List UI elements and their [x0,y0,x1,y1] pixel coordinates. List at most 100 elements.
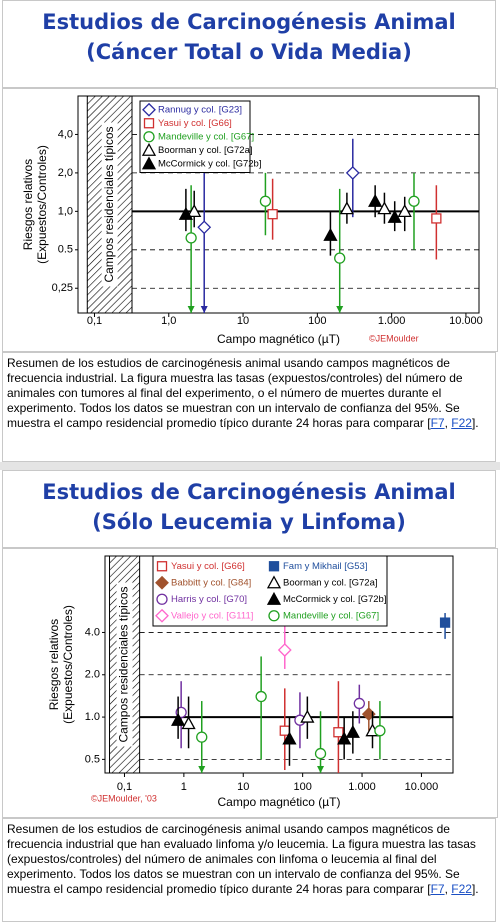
marker [431,213,442,224]
legend-box [139,100,251,173]
x-tick-label: 100 [293,781,311,793]
x-tick-label: 10 [237,781,249,793]
caption-link[interactable]: F22 [451,416,472,430]
y-axis-label: Riesgos relativos [47,619,61,710]
marker [143,131,155,143]
caption-text: , [444,416,452,430]
plot-data [178,138,442,313]
marker [323,227,338,241]
legend-label: Vallejo y col. [G111] [171,610,253,621]
marker [185,232,197,244]
y-tick-label: 2,0 [58,167,73,179]
legend-label: McCormick y col. [G72b] [283,594,386,605]
plot-data [171,613,451,773]
caption-link[interactable]: F7 [430,416,445,430]
marker [143,118,155,129]
arrow-head [198,766,206,773]
title-panel: Estudios de Carcinogénesis Animal (Sólo … [2,470,496,548]
marker [300,709,315,723]
marker [156,593,168,605]
arrow-head [187,306,195,313]
x-tick-label: 10 [237,315,249,327]
legend-label: Boorman y col. [G72a] [283,577,378,588]
legend-label: Fam y Mikhail [G53] [283,561,367,572]
x-tick-label: 1,0 [161,315,176,327]
x-axis-label: Campo magnético (µT) [218,795,341,809]
legend-label: Mandeville y col. [G67] [158,131,254,142]
y-axis-label: (Expuestos/Controles) [35,145,49,264]
caption-link[interactable]: F7 [430,882,445,896]
x-tick-label: 1 [181,781,187,793]
legend-label: McCormick y col. [G72b] [158,158,261,169]
band-label: Campos residenciales típicos [117,586,131,742]
marker [277,643,292,657]
title-line: (Cáncer Total o Vida Media) [86,40,412,64]
marker [282,731,297,745]
legend-label: Yasui y col. [G66] [171,561,245,572]
x-axis-label: Campo magnético (µT) [217,332,340,346]
annotation: ©JEMoulder [369,333,419,343]
marker [268,561,280,572]
marker [377,201,392,215]
y-axis-label: (Expuestos/Controles) [61,605,75,724]
y-tick-label: 0,25 [52,282,73,294]
legend-label: Yasui y col. [G66] [158,118,232,129]
caption-text: Resumen de los estudios de carcinogénesi… [7,356,463,430]
marker [345,165,360,180]
marker [181,716,196,730]
marker [439,617,451,628]
title-line: Estudios de Carcinogénesis Animal [42,10,456,34]
title-panel: Estudios de Carcinogénesis Animal (Cánce… [2,0,496,88]
x-tick-label: 10.000 [449,315,483,327]
title-line: (Sólo Leucemia y Linfoma) [92,510,406,534]
marker [374,725,386,737]
band-label-bg [116,582,133,747]
marker [268,610,280,622]
legend-label: Rannug y col. [G23] [158,104,242,115]
marker [408,195,420,207]
marker [196,731,208,743]
marker [334,252,346,264]
arrow-head [200,306,208,313]
x-tick-label: 0,1 [117,781,132,793]
x-tick-label: 100 [308,315,326,327]
caption-text: , [444,882,452,896]
caption-text: Resumen de los estudios de carcinogénesi… [7,822,476,896]
marker [345,724,360,738]
caption: Resumen de los estudios de carcinogénesi… [2,352,496,462]
band-label-bg [101,122,118,287]
marker [142,102,156,117]
caption-link[interactable]: F22 [451,882,472,896]
marker [368,193,383,207]
marker [156,561,168,572]
x-tick-label: 10.000 [405,781,439,793]
chart: Campos residenciales típicos 4.0 2.0 1.0 0.5… [2,548,498,818]
x-tick-label: 0,1 [87,315,102,327]
marker [171,712,186,726]
legend-label: Mandeville y col. [G67] [283,610,379,621]
caption-text: ]. [471,882,479,896]
marker [279,725,290,736]
plot-frame [77,95,480,314]
band-label: Campos residenciales típicos [102,126,116,282]
y-axis-label: Riesgos relativos [21,159,35,250]
marker [187,203,202,217]
marker [255,690,267,703]
marker [266,575,282,589]
y-tick-label: 4,0 [58,128,73,140]
annotation: ©JEMoulder, '03 [91,793,157,803]
y-tick-label: 4.0 [85,626,100,638]
y-tick-label: 2.0 [85,669,100,681]
marker [266,591,282,605]
marker [267,209,278,220]
marker [197,220,212,235]
y-tick-label: 1.0 [85,711,100,723]
marker [339,201,355,215]
marker [141,142,157,156]
x-tick-label: 1.000 [348,781,376,793]
marker [353,697,365,710]
marker [155,608,169,623]
marker [178,206,193,220]
y-tick-label: 0.5 [85,753,100,765]
chart: Campos residenciales típicos 4,0 2,0 1,0 0.5… [2,88,498,352]
